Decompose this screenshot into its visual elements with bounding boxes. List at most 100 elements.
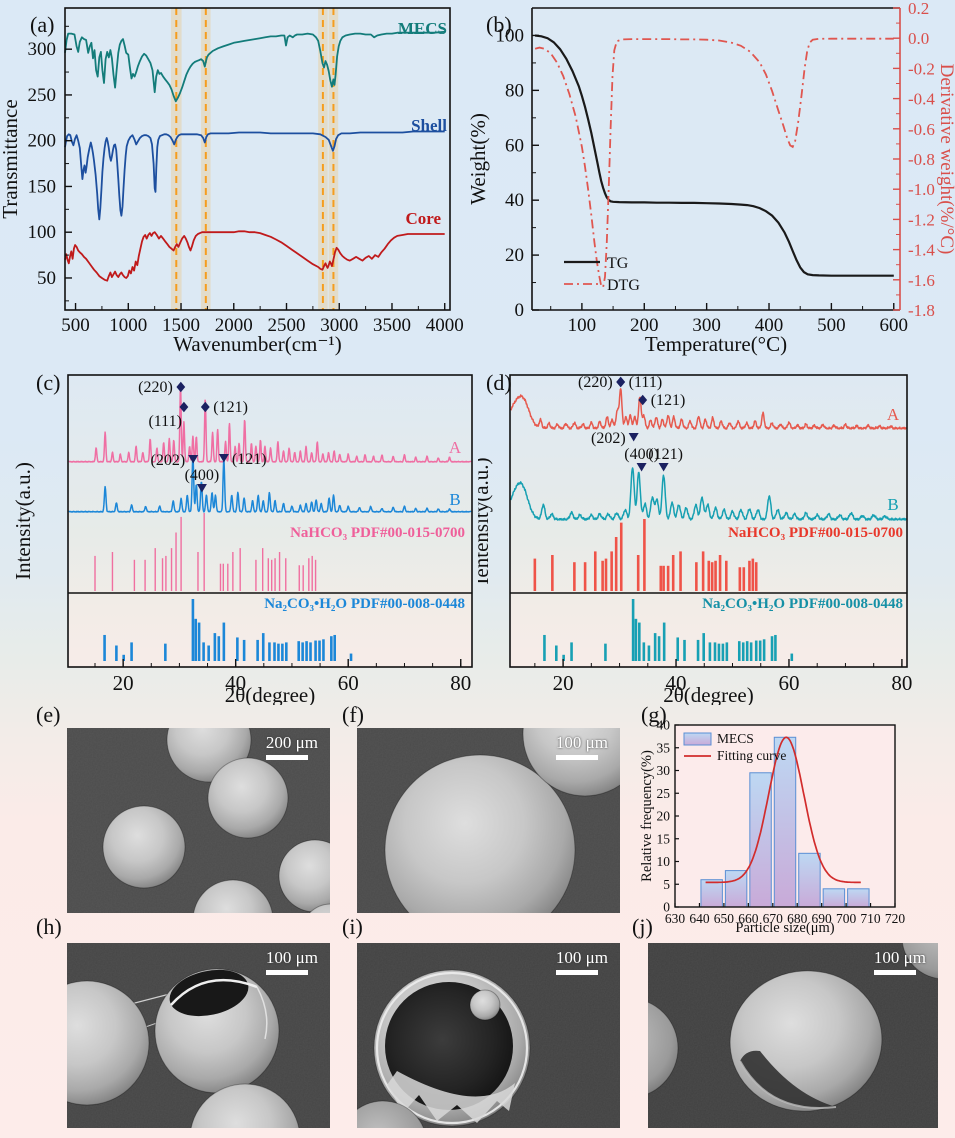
svg-text:680: 680 bbox=[787, 911, 808, 926]
svg-text:(121): (121) bbox=[648, 446, 683, 463]
svg-text:2θ(degree): 2θ(degree) bbox=[225, 683, 316, 705]
svg-text:80: 80 bbox=[891, 671, 912, 695]
svg-text:-0.2: -0.2 bbox=[908, 59, 935, 78]
svg-text:200: 200 bbox=[630, 315, 659, 336]
svg-text:0: 0 bbox=[515, 300, 525, 321]
xrd-chart-c: A B NaHCO₃ PDF#00-015-0700 Na₂CO₃•H₂O PDF#0… bbox=[11, 374, 473, 705]
svg-text:150: 150 bbox=[28, 176, 57, 197]
svg-text:20: 20 bbox=[553, 671, 574, 695]
svg-text:20: 20 bbox=[505, 245, 524, 266]
svg-text:5: 5 bbox=[663, 877, 670, 892]
svg-text:300: 300 bbox=[692, 315, 721, 336]
panel-label-i: (i) bbox=[342, 914, 363, 939]
svg-text:Ientensity(a.u.): Ientensity(a.u.) bbox=[478, 457, 493, 584]
svg-text:-0.6: -0.6 bbox=[908, 120, 935, 139]
svg-text:Core: Core bbox=[405, 209, 441, 228]
scale-bar-label: 200 μm bbox=[265, 733, 318, 752]
svg-text:(400): (400) bbox=[185, 467, 220, 484]
svg-text:MECS: MECS bbox=[398, 19, 447, 38]
xrd-chart-d: A B NaHCO₃ PDF#00-015-0700 Na₂CO₃•H₂O PDF#0… bbox=[478, 374, 912, 705]
svg-text:Relative frequency(%): Relative frequency(%) bbox=[640, 750, 655, 882]
svg-text:Weight(%): Weight(%) bbox=[470, 113, 490, 205]
svg-text:720: 720 bbox=[885, 911, 906, 926]
svg-text:MECS: MECS bbox=[717, 731, 754, 746]
panel-label-e: (e) bbox=[36, 702, 61, 727]
svg-text:3500: 3500 bbox=[373, 315, 411, 336]
svg-text:(121): (121) bbox=[213, 399, 248, 416]
sem-image-broken-shell: 100 μm bbox=[67, 943, 330, 1128]
svg-text:500: 500 bbox=[61, 315, 90, 336]
scale-bar-label: 100 μm bbox=[555, 948, 608, 967]
svg-text:-1.4: -1.4 bbox=[908, 241, 935, 260]
sem-image-collapsed-shell: 100 μm bbox=[648, 943, 938, 1128]
svg-text:-1.0: -1.0 bbox=[908, 180, 935, 199]
svg-text:(202): (202) bbox=[151, 452, 186, 469]
svg-text:40: 40 bbox=[505, 190, 524, 211]
svg-text:40: 40 bbox=[657, 718, 671, 733]
svg-text:500: 500 bbox=[817, 315, 846, 336]
svg-text:4000: 4000 bbox=[426, 315, 464, 336]
svg-text:(220): (220) bbox=[138, 379, 173, 396]
svg-text:NaHCO₃ PDF#00-015-0700: NaHCO₃ PDF#00-015-0700 bbox=[728, 525, 903, 541]
svg-text:Derivative weight(%/°C): Derivative weight(%/°C) bbox=[936, 64, 955, 255]
svg-text:25: 25 bbox=[657, 786, 671, 801]
svg-text:3000: 3000 bbox=[320, 315, 358, 336]
panel-label-b: (b) bbox=[486, 12, 512, 37]
svg-text:80: 80 bbox=[505, 80, 524, 101]
panel-label-g: (g) bbox=[641, 702, 667, 727]
scale-bar-line bbox=[873, 970, 916, 975]
svg-text:700: 700 bbox=[836, 911, 857, 926]
svg-text:A: A bbox=[449, 438, 462, 457]
svg-text:40: 40 bbox=[225, 671, 246, 695]
svg-text:20: 20 bbox=[657, 809, 671, 824]
tg-dtg-chart: 100 200 300 400 500 600 0 20 40 60 80 100 0.2 0.0 -0.2… bbox=[470, 0, 955, 356]
svg-text:Particle size(μm): Particle size(μm) bbox=[735, 920, 834, 936]
svg-text:0.0: 0.0 bbox=[908, 29, 929, 48]
sem-drawing-f bbox=[357, 728, 620, 913]
ftir-chart: MECS Shell Core 500 1000 1500 2000 2500 3000 3500… bbox=[0, 7, 464, 356]
svg-text:670: 670 bbox=[763, 911, 784, 926]
svg-text:Shell: Shell bbox=[411, 116, 447, 135]
svg-text:15: 15 bbox=[657, 831, 671, 846]
svg-text:-1.8: -1.8 bbox=[908, 301, 935, 320]
svg-text:1500: 1500 bbox=[162, 315, 200, 336]
svg-text:TG: TG bbox=[607, 255, 629, 272]
panel-label-d: (d) bbox=[486, 370, 512, 395]
svg-text:250: 250 bbox=[28, 85, 57, 106]
svg-text:660: 660 bbox=[738, 911, 759, 926]
scale-bar: 100 μm bbox=[873, 948, 926, 975]
scale-bar: 100 μm bbox=[265, 948, 318, 975]
svg-text:Transmittance: Transmittance bbox=[0, 99, 22, 218]
svg-text:Temperature(°C): Temperature(°C) bbox=[645, 332, 787, 356]
svg-text:650: 650 bbox=[714, 911, 735, 926]
scale-bar-label: 100 μm bbox=[555, 733, 608, 752]
svg-text:2θ(degree): 2θ(degree) bbox=[663, 683, 754, 705]
svg-text:60: 60 bbox=[338, 671, 359, 695]
svg-text:2000: 2000 bbox=[215, 315, 253, 336]
svg-text:710: 710 bbox=[860, 911, 881, 926]
scale-bar: 100 μm bbox=[555, 733, 608, 760]
scale-bar: 200 μm bbox=[265, 733, 318, 760]
svg-text:-0.4: -0.4 bbox=[908, 90, 935, 109]
svg-text:690: 690 bbox=[812, 911, 833, 926]
scale-bar-label: 100 μm bbox=[265, 948, 318, 967]
svg-text:10: 10 bbox=[657, 854, 671, 869]
svg-text:(400): (400) bbox=[624, 446, 659, 463]
svg-text:(220): (220) bbox=[578, 374, 613, 391]
scale-bar-line bbox=[555, 970, 598, 975]
svg-text:B: B bbox=[887, 495, 898, 514]
svg-text:0: 0 bbox=[663, 900, 670, 915]
svg-text:40: 40 bbox=[666, 671, 687, 695]
svg-text:640: 640 bbox=[689, 911, 710, 926]
svg-text:Na₂CO₃•H₂O PDF#00-008-0448: Na₂CO₃•H₂O PDF#00-008-0448 bbox=[264, 596, 465, 612]
svg-text:Wavenumber(cm⁻¹): Wavenumber(cm⁻¹) bbox=[173, 332, 341, 356]
svg-text:80: 80 bbox=[450, 671, 471, 695]
svg-text:400: 400 bbox=[755, 315, 784, 336]
svg-text:20: 20 bbox=[113, 671, 134, 695]
svg-text:35: 35 bbox=[657, 740, 671, 755]
sem-image-spheres-overview: 200 μm bbox=[67, 728, 330, 913]
svg-text:Intensity(a.u.): Intensity(a.u.) bbox=[11, 462, 35, 580]
svg-text:A: A bbox=[887, 405, 900, 424]
particle-size-histogram: 630 640 650 660 670 680 690 700 710 720 0 5 10 15 20 25… bbox=[640, 718, 906, 937]
scale-bar-line bbox=[265, 970, 308, 975]
